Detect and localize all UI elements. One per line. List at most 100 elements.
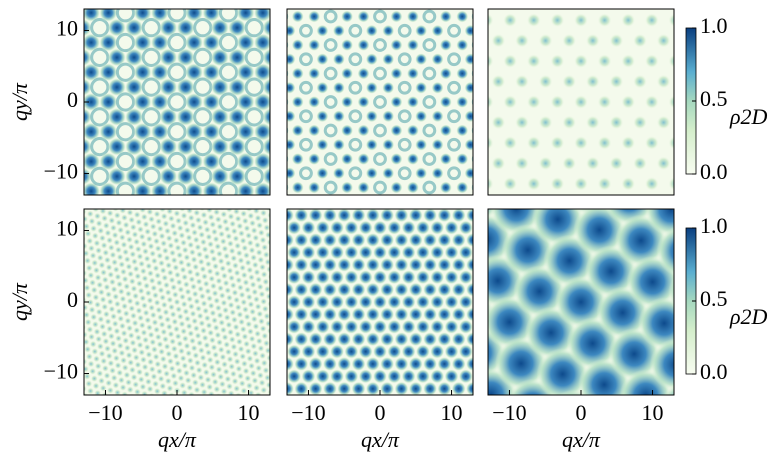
density-spot bbox=[71, 260, 78, 267]
density-spot bbox=[74, 0, 92, 7]
density-spot bbox=[394, 381, 409, 395]
density-spot bbox=[101, 214, 109, 222]
density-spot bbox=[202, 368, 210, 376]
density-spot bbox=[212, 324, 220, 332]
density-spot bbox=[145, 324, 153, 332]
density-spot bbox=[267, 362, 270, 369]
density-spot bbox=[228, 78, 247, 97]
density-spot bbox=[174, 332, 182, 340]
density-spot bbox=[210, 344, 218, 352]
density-spot bbox=[261, 305, 269, 313]
density-spot bbox=[264, 347, 270, 355]
density-spot bbox=[114, 389, 122, 395]
density-spot bbox=[185, 33, 204, 52]
density-spot bbox=[633, 115, 648, 130]
density-spot bbox=[458, 245, 473, 260]
density-spot bbox=[128, 216, 136, 224]
density-spot bbox=[176, 167, 195, 186]
density-spot bbox=[213, 270, 221, 278]
density-spot bbox=[57, 344, 64, 351]
density-spot bbox=[259, 352, 267, 360]
density-spot bbox=[235, 338, 243, 346]
density-spot bbox=[458, 295, 473, 309]
density-spot bbox=[56, 197, 74, 215]
density-spot bbox=[59, 352, 66, 359]
density-spot bbox=[57, 256, 64, 263]
density-spot bbox=[218, 292, 226, 300]
density-spot bbox=[185, 182, 204, 195]
density-spot bbox=[365, 209, 380, 223]
density-spot bbox=[158, 321, 166, 329]
density-spot bbox=[597, 176, 612, 191]
density-spot bbox=[182, 308, 190, 316]
density-spot bbox=[162, 308, 170, 316]
density-spot bbox=[146, 385, 154, 393]
density-spot bbox=[291, 96, 304, 108]
density-spot bbox=[186, 384, 194, 392]
density-spot bbox=[215, 393, 222, 395]
ring bbox=[353, 9, 357, 10]
density-spot bbox=[235, 276, 243, 284]
density-spot bbox=[89, 340, 97, 348]
density-spot bbox=[245, 293, 253, 301]
density-spot bbox=[322, 257, 337, 272]
density-spot bbox=[365, 167, 378, 180]
density-spot bbox=[193, 413, 200, 420]
density-spot bbox=[112, 266, 120, 274]
density-spot bbox=[84, 33, 101, 52]
ring bbox=[244, 18, 264, 38]
density-spot bbox=[210, 107, 229, 126]
density-spot bbox=[167, 330, 175, 338]
density-spot bbox=[218, 319, 226, 327]
density-spot bbox=[142, 336, 150, 344]
density-spot bbox=[344, 220, 359, 235]
density-spot bbox=[344, 270, 359, 285]
density-spot bbox=[633, 74, 648, 89]
density-spot bbox=[308, 356, 323, 371]
density-spot bbox=[287, 356, 294, 371]
density-spot bbox=[330, 369, 345, 384]
density-spot bbox=[415, 138, 428, 151]
density-spot bbox=[148, 420, 155, 427]
density-spot bbox=[141, 418, 148, 425]
density-spot bbox=[274, 214, 281, 221]
density-spot bbox=[287, 295, 302, 309]
density-spot bbox=[638, 297, 674, 350]
density-spot bbox=[150, 152, 169, 171]
density-spot bbox=[225, 294, 233, 302]
density-spot bbox=[344, 319, 359, 334]
ring bbox=[287, 183, 289, 192]
density-spot bbox=[538, 74, 553, 89]
density-spot bbox=[254, 214, 262, 222]
density-spot bbox=[121, 391, 129, 395]
density-spot bbox=[168, 365, 176, 373]
density-spot bbox=[136, 368, 144, 376]
density-spot bbox=[437, 257, 452, 272]
density-spot bbox=[160, 328, 168, 336]
density-spot bbox=[58, 202, 65, 209]
density-spot bbox=[239, 237, 247, 245]
density-spot bbox=[165, 350, 173, 358]
density-spot bbox=[253, 384, 261, 392]
density-spot bbox=[84, 351, 86, 358]
density-spot bbox=[358, 295, 373, 309]
density-spot bbox=[181, 273, 189, 281]
density-spot bbox=[48, 93, 66, 111]
density-spot bbox=[232, 323, 240, 331]
density-spot bbox=[164, 405, 171, 412]
density-spot bbox=[656, 74, 671, 89]
density-spot bbox=[126, 413, 133, 420]
density-spot bbox=[291, 199, 298, 206]
density-spot bbox=[250, 315, 258, 323]
density-spot bbox=[458, 344, 473, 359]
density-spot bbox=[663, 383, 674, 395]
ring bbox=[422, 123, 437, 138]
density-spot bbox=[468, 0, 482, 7]
density-spot bbox=[227, 417, 234, 424]
density-spot bbox=[269, 282, 270, 286]
density-spot bbox=[159, 18, 178, 37]
density-spot bbox=[269, 396, 276, 403]
density-spot bbox=[67, 388, 74, 395]
density-spot bbox=[243, 313, 251, 321]
density-spot bbox=[278, 317, 285, 324]
